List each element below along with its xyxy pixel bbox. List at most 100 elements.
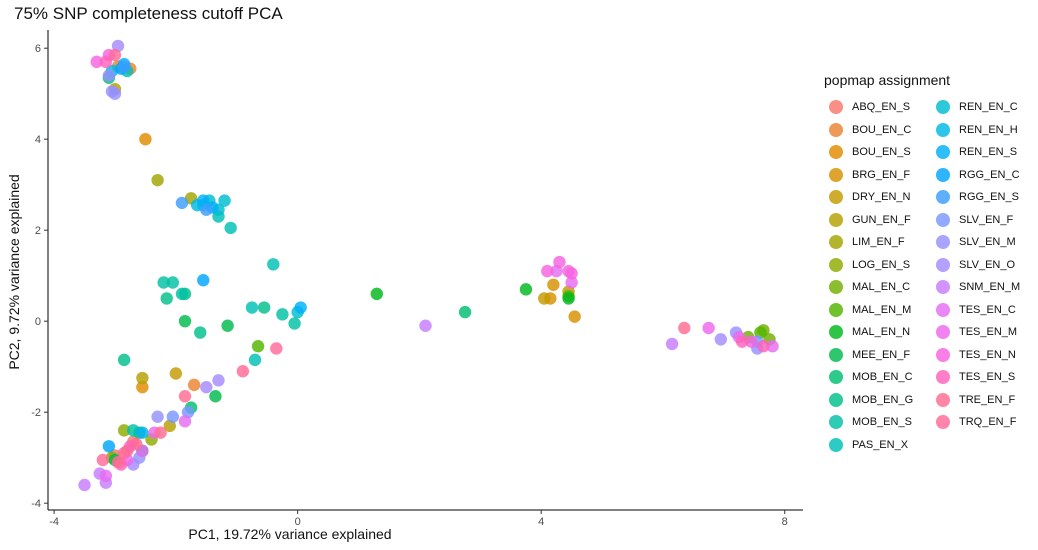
legend-item: TES_EN_M bbox=[931, 321, 1038, 344]
data-point bbox=[288, 317, 301, 330]
legend-key bbox=[829, 167, 843, 182]
data-point bbox=[96, 453, 109, 467]
legend-key bbox=[829, 437, 843, 452]
legend-key bbox=[936, 190, 950, 205]
y-tick-label: 2 bbox=[35, 225, 41, 237]
legend-label: LOG_EN_S bbox=[852, 258, 911, 271]
legend-item: TRE_EN_F bbox=[931, 389, 1038, 412]
data-point bbox=[547, 278, 560, 291]
legend-item: REN_EN_S bbox=[931, 141, 1038, 164]
data-point bbox=[678, 321, 691, 335]
legend-key bbox=[936, 347, 950, 362]
data-point bbox=[251, 340, 265, 353]
legend-item: MOB_EN_C bbox=[824, 366, 931, 389]
data-point bbox=[117, 424, 131, 437]
legend-key bbox=[936, 392, 950, 407]
data-point bbox=[553, 255, 566, 269]
legend-item: MOB_EN_S bbox=[824, 411, 931, 434]
legend-key bbox=[936, 280, 950, 295]
legend-label: TES_EN_M bbox=[959, 326, 1018, 339]
legend-key bbox=[829, 257, 843, 272]
legend-item: TES_EN_S bbox=[931, 366, 1038, 389]
data-point bbox=[187, 378, 201, 392]
data-point bbox=[702, 321, 715, 335]
data-point bbox=[562, 292, 575, 305]
data-point bbox=[102, 69, 116, 82]
data-point bbox=[154, 426, 167, 439]
legend-key bbox=[936, 415, 950, 430]
data-point bbox=[175, 287, 189, 301]
data-point bbox=[200, 380, 213, 394]
legend-label: LIM_EN_F bbox=[852, 236, 905, 249]
data-point bbox=[245, 301, 259, 314]
x-axis-label: PC1, 19.72% variance explained bbox=[188, 526, 392, 542]
legend-item: TES_EN_N bbox=[931, 344, 1038, 367]
legend-label: TES_EN_N bbox=[959, 348, 1016, 361]
legend-label: MAL_EN_N bbox=[852, 326, 911, 339]
data-point bbox=[735, 335, 749, 348]
legend-key bbox=[936, 325, 950, 340]
data-point bbox=[117, 353, 131, 367]
legend-label: RGG_EN_S bbox=[959, 191, 1019, 204]
data-point bbox=[267, 258, 280, 271]
data-point bbox=[257, 301, 271, 314]
legend-item: MAL_EN_M bbox=[824, 299, 931, 322]
legend-item: RGG_EN_S bbox=[931, 186, 1038, 209]
legend-label: GUN_EN_F bbox=[852, 213, 911, 226]
legend-key bbox=[829, 392, 843, 407]
y-tick-label: 6 bbox=[35, 43, 41, 55]
data-point bbox=[209, 390, 222, 403]
data-point bbox=[270, 342, 283, 355]
data-point bbox=[714, 333, 728, 346]
legend-key bbox=[829, 190, 843, 205]
legend-column: ABQ_EN_S BOU_EN_C BOU_EN_S BRG_EN_F DRY_EN_N… bbox=[824, 96, 931, 456]
data-point bbox=[370, 287, 383, 301]
x-tick-label: 8 bbox=[782, 516, 788, 528]
legend-label: MOB_EN_C bbox=[852, 371, 913, 384]
legend-item: GUN_EN_F bbox=[824, 209, 931, 232]
data-point bbox=[519, 283, 533, 296]
legend-label: TES_EN_C bbox=[959, 303, 1016, 316]
legend-title: popmap assignment bbox=[824, 72, 951, 88]
legend-item: SLV_EN_F bbox=[931, 209, 1038, 232]
legend-label: BOU_EN_C bbox=[852, 123, 912, 136]
legend-label: TRE_EN_F bbox=[959, 393, 1016, 406]
data-point bbox=[565, 276, 578, 289]
legend-label: TRQ_EN_F bbox=[959, 416, 1017, 429]
data-point bbox=[236, 365, 250, 378]
chart-title: 75% SNP completeness cutoff PCA bbox=[14, 4, 283, 23]
data-point bbox=[745, 335, 758, 348]
legend-key bbox=[936, 302, 950, 317]
legend-label: SLV_EN_M bbox=[959, 236, 1016, 249]
legend-label: MAL_EN_C bbox=[852, 281, 911, 294]
x-tick-label: -4 bbox=[49, 516, 59, 528]
data-point bbox=[139, 132, 152, 146]
legend-key bbox=[829, 212, 843, 227]
data-point bbox=[218, 194, 231, 207]
legend-key bbox=[936, 257, 950, 272]
axes: -4 0 4 8 -4 -2 0 2 4 6 bbox=[31, 30, 803, 528]
data-point bbox=[136, 426, 149, 439]
y-axis-label: PC2, 9.72% variance explained bbox=[6, 174, 22, 370]
legend-item: ABQ_EN_S bbox=[824, 96, 931, 119]
legend-item: LOG_EN_S bbox=[824, 254, 931, 277]
data-points bbox=[78, 39, 779, 492]
data-point bbox=[221, 319, 234, 332]
legend-key bbox=[829, 235, 843, 250]
legend-key bbox=[829, 415, 843, 430]
data-point bbox=[105, 85, 119, 98]
data-point bbox=[130, 437, 143, 451]
legend-label: BOU_EN_S bbox=[852, 146, 911, 159]
data-point bbox=[565, 267, 578, 280]
legend-key bbox=[829, 100, 843, 115]
legend-key bbox=[936, 167, 950, 182]
legend-label: MOB_EN_G bbox=[852, 393, 914, 406]
data-point bbox=[111, 456, 125, 469]
legend-label: REN_EN_H bbox=[959, 123, 1018, 136]
legend-item: LIM_EN_F bbox=[824, 231, 931, 254]
legend-key bbox=[936, 235, 950, 250]
legend-label: TES_EN_S bbox=[959, 371, 1016, 384]
data-point bbox=[178, 314, 192, 328]
legend-columns: ABQ_EN_S BOU_EN_C BOU_EN_S BRG_EN_F DRY_EN_N… bbox=[824, 96, 1038, 456]
